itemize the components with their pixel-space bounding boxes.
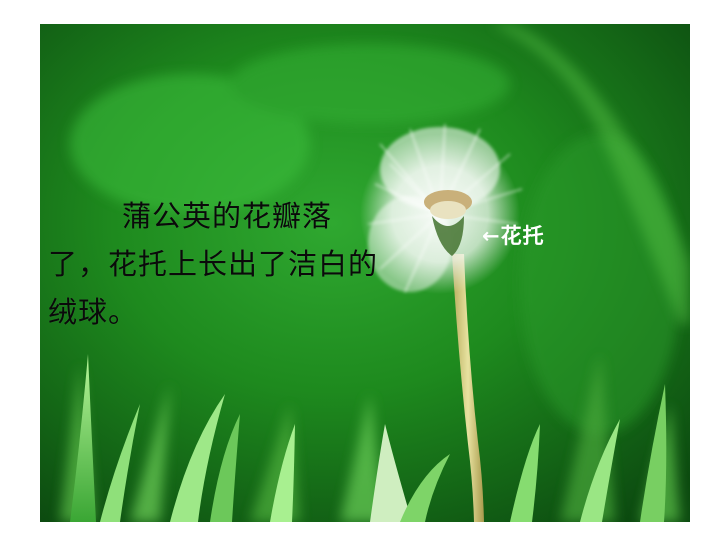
- arrow-left-icon: ←: [482, 224, 501, 248]
- slide-image-frame: 蒲公英的花瓣落了，花托上长出了洁白的绒球。 ←花托: [40, 24, 690, 522]
- receptacle-label-text: 花托: [500, 224, 545, 248]
- receptacle-label: ←花托: [482, 220, 545, 250]
- caption-body: 蒲公英的花瓣落了，花托上长出了洁白的绒球。: [48, 199, 379, 329]
- dandelion-photo: [40, 24, 690, 522]
- caption-text: 蒲公英的花瓣落了，花托上长出了洁白的绒球。: [48, 192, 378, 336]
